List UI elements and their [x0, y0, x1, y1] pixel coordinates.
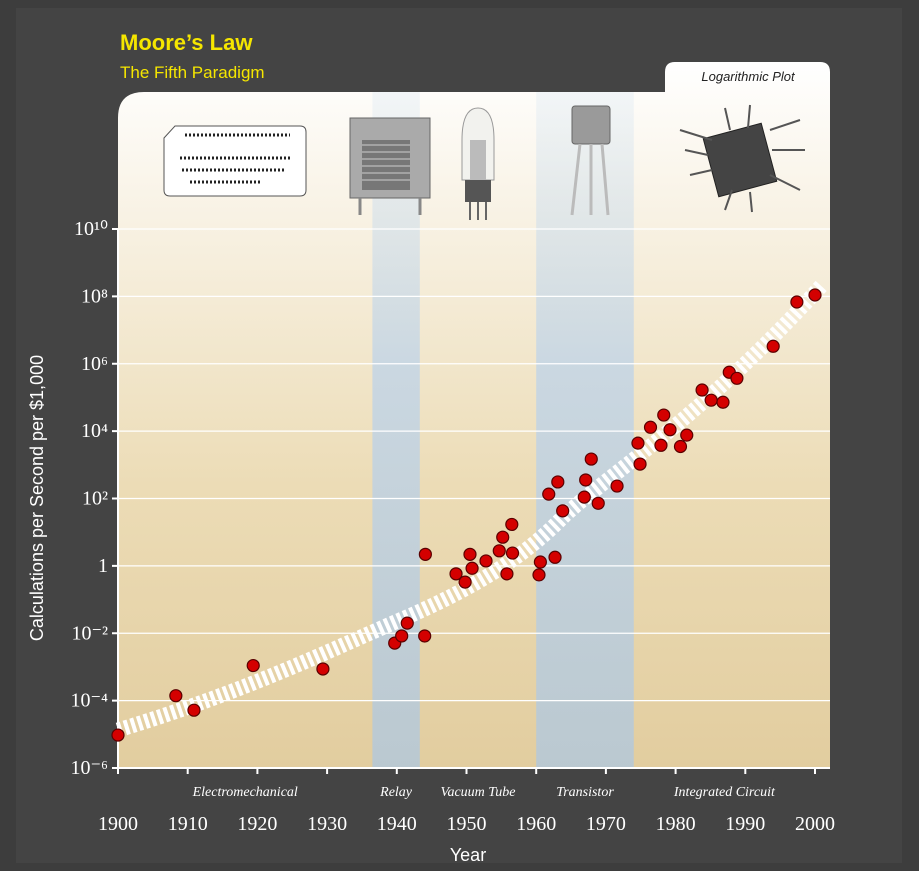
- y-tick-label: 10⁻⁶: [70, 757, 108, 779]
- point: [533, 555, 547, 569]
- era-label: Electromechanical: [192, 785, 298, 800]
- chart-subtitle: The Fifth Paradigm: [120, 63, 265, 82]
- point: [695, 383, 709, 397]
- point: [400, 616, 414, 630]
- point: [657, 408, 671, 422]
- point: [496, 530, 510, 544]
- point: [169, 689, 183, 703]
- point: [633, 457, 647, 471]
- point: [449, 567, 463, 581]
- point: [316, 662, 330, 676]
- point: [465, 561, 479, 575]
- point: [730, 371, 744, 385]
- point: [790, 295, 804, 309]
- y-axis-label: Calculations per Second per $1,000: [27, 355, 47, 641]
- x-tick-label: 1920: [237, 813, 277, 835]
- point: [680, 428, 694, 442]
- y-tick-label: 10²: [82, 488, 108, 510]
- point: [479, 554, 493, 568]
- point: [579, 473, 593, 487]
- point: [584, 452, 598, 466]
- y-tick-label: 10⁸: [81, 285, 108, 307]
- point: [808, 288, 822, 302]
- vacuum-tube: [461, 107, 495, 220]
- point: [631, 436, 645, 450]
- era-label: Vacuum Tube: [440, 785, 515, 800]
- plot-panel: [118, 62, 830, 768]
- point: [716, 395, 730, 409]
- era-label: Transistor: [556, 785, 614, 800]
- point: [418, 547, 432, 561]
- x-tick-label: 1930: [307, 813, 347, 835]
- point: [542, 487, 556, 501]
- x-tick-label: 1950: [447, 813, 487, 835]
- y-tick-label: 10¹⁰: [74, 218, 108, 240]
- era-label: Relay: [379, 785, 413, 800]
- transistor: [570, 105, 611, 216]
- x-tick-label: 1900: [98, 813, 138, 835]
- y-tick-label: 1: [98, 555, 108, 577]
- x-tick-label: 1940: [377, 813, 417, 835]
- point: [463, 547, 477, 561]
- point: [395, 629, 409, 643]
- point: [500, 567, 514, 581]
- era-bands: [372, 92, 634, 768]
- point: [548, 550, 562, 564]
- relay: [349, 117, 431, 215]
- point: [111, 728, 125, 742]
- annotation: Logarithmic Plot: [701, 69, 796, 84]
- point: [418, 629, 432, 643]
- x-tick-label: 1970: [586, 813, 626, 835]
- x-tick-label: 1960: [516, 813, 556, 835]
- integrated-circuit: [679, 104, 805, 213]
- era-band: [536, 92, 634, 768]
- point: [532, 568, 546, 582]
- y-tick-label: 10⁴: [81, 420, 108, 442]
- chart-title: Moore’s Law: [120, 30, 253, 55]
- point: [551, 475, 565, 489]
- point: [654, 438, 668, 452]
- point: [610, 479, 624, 493]
- x-tick-label: 1990: [725, 813, 765, 835]
- y-tick-label: 10⁻⁴: [70, 690, 108, 712]
- point: [505, 546, 520, 560]
- point: [492, 544, 506, 558]
- x-axis-label: Year: [450, 845, 486, 865]
- era-label: Integrated Circuit: [673, 785, 776, 800]
- point: [766, 339, 780, 353]
- point: [673, 439, 688, 454]
- x-tick-label: 1980: [656, 813, 696, 835]
- x-tick-label: 1910: [168, 813, 208, 835]
- point: [663, 423, 677, 437]
- punch-card: [163, 125, 307, 197]
- points: [111, 288, 822, 742]
- point: [458, 575, 472, 589]
- point: [704, 393, 718, 407]
- x-tick-label: 2000: [795, 813, 835, 835]
- era-band: [372, 92, 420, 768]
- point: [591, 496, 605, 510]
- point: [577, 490, 591, 504]
- y-tick-label: 10⁶: [81, 353, 108, 375]
- point: [643, 420, 658, 434]
- point: [556, 504, 570, 518]
- point: [187, 703, 201, 717]
- point: [246, 658, 260, 673]
- y-tick-label: 10⁻²: [71, 622, 108, 644]
- point: [505, 517, 519, 532]
